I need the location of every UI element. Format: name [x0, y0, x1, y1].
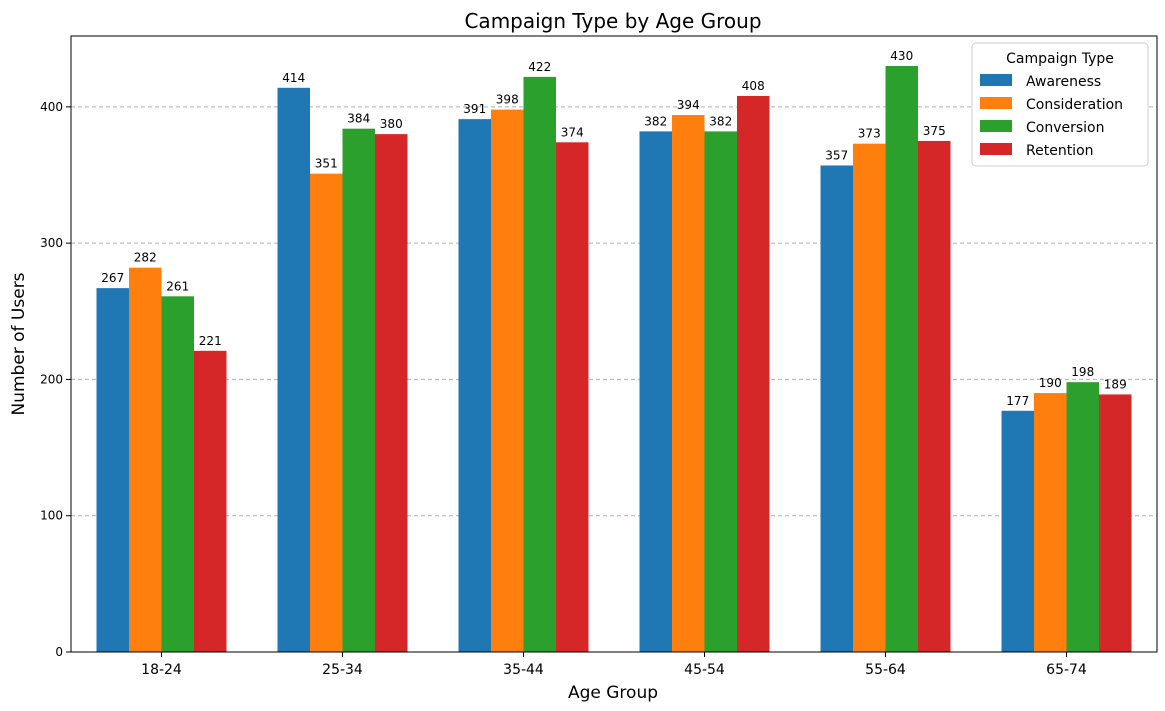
bar-value-label: 384	[347, 112, 370, 126]
x-axis-ticks: 18-24 25-34 35-44 45-54 55-64 65-74	[141, 652, 1087, 678]
legend-swatch	[980, 74, 1012, 86]
bar-value-label: 430	[890, 49, 913, 63]
bar-value-label: 414	[282, 71, 305, 85]
plot-area	[70, 35, 1158, 653]
bar	[1034, 393, 1067, 652]
bar	[704, 131, 737, 653]
bar-value-label: 267	[101, 271, 124, 285]
y-tick-label: 0	[55, 645, 63, 659]
bar	[458, 119, 491, 652]
bar	[1001, 410, 1034, 652]
legend-entry: Conversion	[1026, 120, 1105, 136]
x-tick-label: 55-64	[865, 662, 906, 678]
bar	[129, 267, 162, 652]
bar	[161, 296, 194, 652]
bar-value-label: 382	[644, 114, 667, 128]
bar-value-label: 394	[677, 98, 700, 112]
legend-entry: Awareness	[1026, 74, 1101, 90]
bar	[194, 350, 227, 652]
bar-value-label: 374	[561, 125, 584, 139]
bar	[737, 95, 770, 652]
y-axis-label: Number of Users	[9, 272, 29, 415]
bar	[556, 142, 589, 652]
bar	[639, 131, 672, 653]
bar	[918, 140, 951, 652]
bar	[277, 87, 310, 653]
y-tick-label: 400	[40, 100, 63, 114]
legend: Campaign Type Awareness Consideration Conv…	[971, 42, 1149, 167]
bars	[96, 65, 1132, 653]
x-tick-label: 35-44	[503, 662, 544, 678]
bar	[523, 76, 556, 653]
bar-value-label: 398	[496, 93, 519, 107]
legend-box	[971, 42, 1149, 167]
x-tick-label: 45-54	[684, 662, 725, 678]
bar-value-label: 261	[166, 279, 189, 293]
bar	[342, 128, 375, 653]
chart-title: Campaign Type by Age Group	[464, 9, 761, 33]
y-tick-label: 100	[40, 509, 63, 523]
bar	[885, 65, 918, 652]
legend-swatch	[980, 97, 1012, 109]
legend-swatch	[980, 143, 1012, 155]
x-tick-label: 65-74	[1046, 662, 1087, 678]
legend-entry: Consideration	[1026, 97, 1123, 113]
legend-entry: Retention	[1026, 143, 1094, 159]
bar-value-label: 282	[134, 251, 157, 265]
bar	[96, 288, 129, 652]
x-tick-label: 25-34	[322, 662, 363, 678]
bar-value-label: 382	[709, 114, 732, 128]
bar-value-label: 422	[528, 60, 551, 74]
bar	[672, 115, 705, 652]
x-axis-label: Age Group	[568, 683, 658, 703]
bar-value-label: 380	[380, 117, 403, 131]
bar	[491, 109, 524, 653]
bar-value-label: 391	[463, 102, 486, 116]
bar	[820, 165, 853, 652]
y-tick-label: 300	[40, 236, 63, 250]
bar-value-label: 373	[858, 127, 881, 141]
bar-value-label: 351	[315, 157, 338, 171]
legend-swatch	[980, 120, 1012, 132]
bar	[853, 143, 886, 653]
bar-value-label: 408	[742, 79, 765, 93]
bar-value-label: 189	[1104, 377, 1127, 391]
bar-value-label: 375	[923, 124, 946, 138]
y-tick-label: 200	[40, 372, 63, 386]
bar-value-label: 221	[199, 334, 222, 348]
y-axis-ticks: 0 100 200 300 400	[40, 100, 71, 659]
bar-value-label: 177	[1006, 394, 1029, 408]
bar-value-label: 190	[1039, 376, 1062, 390]
bar-value-label: 198	[1071, 365, 1094, 379]
bar-value-label: 357	[825, 148, 848, 162]
bar	[1099, 394, 1132, 652]
bar	[1066, 382, 1099, 652]
bar-labels: 267 282 261 221 414 351 384 380 391 398 422 374 382 3…	[101, 49, 1126, 408]
legend-title: Campaign Type	[1006, 51, 1114, 67]
grid-lines	[71, 106, 1157, 517]
x-tick-label: 18-24	[141, 662, 182, 678]
bar	[310, 173, 343, 653]
bar	[375, 134, 408, 652]
